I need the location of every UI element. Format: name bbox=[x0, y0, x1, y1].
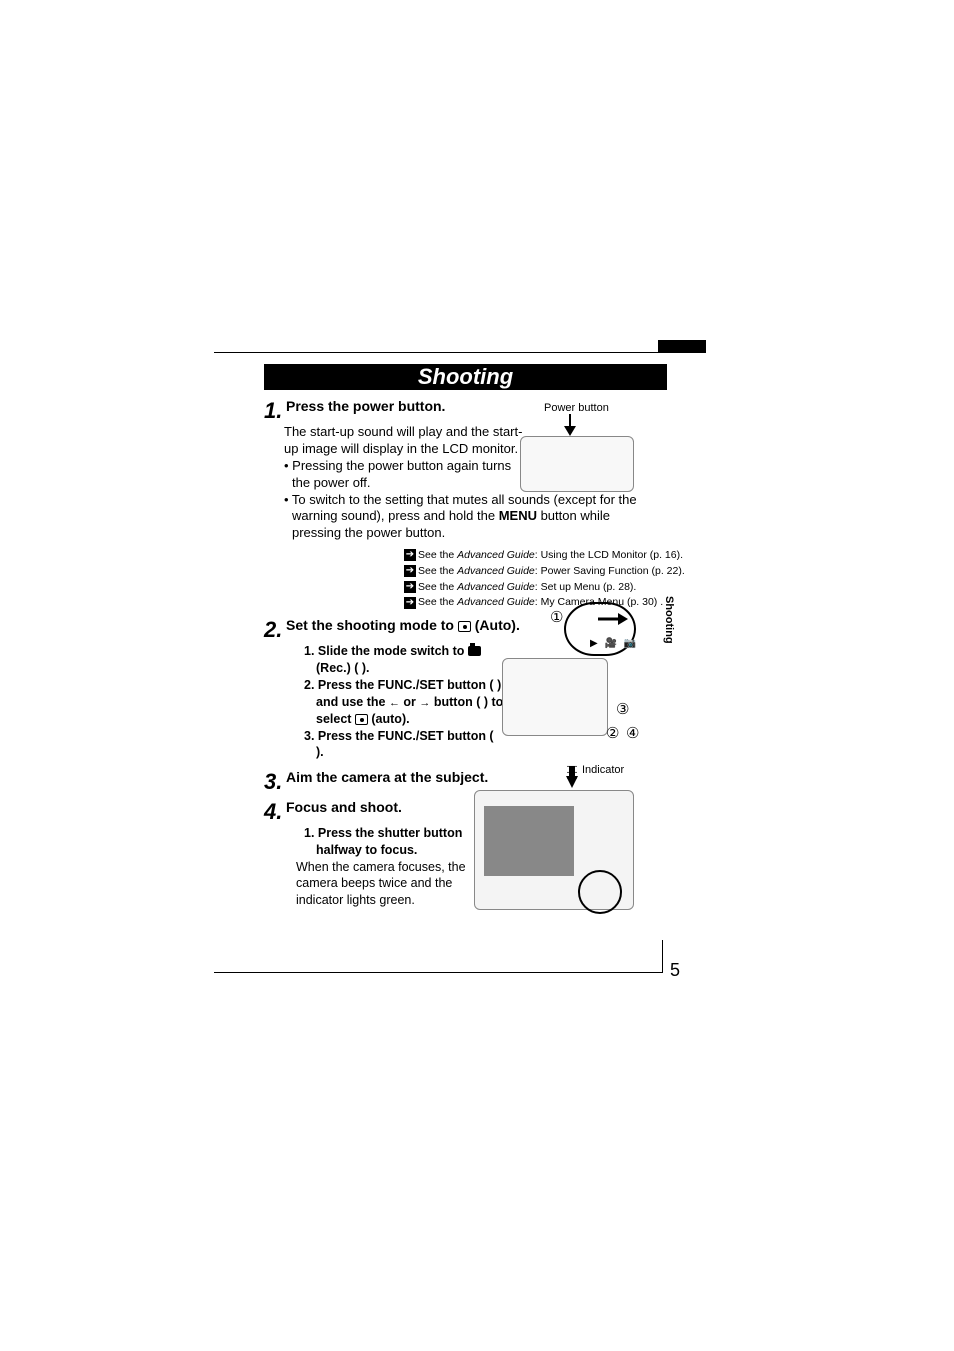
heading-b: (Auto). bbox=[471, 617, 520, 633]
camera-icon bbox=[468, 646, 481, 656]
ref-text: : Using the LCD Monitor (p. 16). bbox=[535, 549, 683, 561]
ref-4: ➔See the Advanced Guide: My Camera Menu … bbox=[404, 595, 667, 611]
substep-3: 3. Press the FUNC./SET button ( ). bbox=[304, 728, 504, 762]
ref-3: ➔See the Advanced Guide: Set up Menu (p.… bbox=[404, 580, 667, 596]
camera-screen bbox=[484, 806, 574, 876]
section-title: Shooting bbox=[264, 364, 667, 390]
substep-4-1: 1. Press the shutter button halfway to f… bbox=[304, 825, 484, 859]
ref-guide: Advanced Guide bbox=[457, 549, 535, 561]
step4-substeps: 1. Press the shutter button halfway to f… bbox=[284, 825, 484, 908]
auto-mode-icon bbox=[355, 714, 368, 725]
dial-arrow-icon bbox=[598, 612, 628, 626]
top-rule bbox=[214, 352, 706, 353]
arrow-icon: ➔ bbox=[404, 565, 416, 577]
ref-guide: Advanced Guide bbox=[457, 581, 535, 593]
step1-bullet1: • Pressing the power button again turns … bbox=[284, 458, 514, 492]
bottom-rule-vertical bbox=[662, 940, 663, 973]
ref-1: ➔See the Advanced Guide: Using the LCD M… bbox=[404, 548, 667, 564]
camera-figure-middle bbox=[502, 658, 608, 736]
menu-bold: MENU bbox=[499, 508, 537, 523]
ref-text: : Power Saving Function (p. 22). bbox=[535, 565, 685, 577]
step4-heading: Focus and shoot. bbox=[286, 799, 402, 815]
step1-body: The start-up sound will play and the sta… bbox=[284, 424, 524, 458]
sub2-b: or bbox=[400, 695, 419, 709]
left-arrow-icon: ← bbox=[389, 697, 400, 709]
callout-2: ② bbox=[606, 724, 619, 743]
ref-prefix: See the bbox=[418, 596, 457, 608]
step-number: 4. bbox=[264, 799, 282, 825]
camera-control-dial bbox=[578, 870, 622, 914]
arrow-down-icon bbox=[562, 760, 582, 788]
arrow-icon: ➔ bbox=[404, 597, 416, 609]
step-number: 3. bbox=[264, 769, 282, 795]
ref-text: : Set up Menu (p. 28). bbox=[535, 581, 637, 593]
step2-heading: Set the shooting mode to (Auto). bbox=[286, 617, 520, 633]
step3-heading: Aim the camera at the subject. bbox=[286, 769, 488, 785]
ref-prefix: See the bbox=[418, 549, 457, 561]
sub1-a: 1. Slide the mode switch to bbox=[304, 644, 468, 658]
arrow-icon: ➔ bbox=[404, 549, 416, 561]
step-number: 1. bbox=[264, 398, 282, 424]
step-1: 1. Press the power button. The start-up … bbox=[264, 398, 667, 542]
step-heading: Press the power button. bbox=[286, 398, 445, 414]
substep-2: 2. Press the FUNC./SET button ( ) and us… bbox=[304, 677, 504, 728]
page-number: 5 bbox=[670, 960, 680, 981]
right-arrow-icon: → bbox=[419, 697, 430, 709]
ref-guide: Advanced Guide bbox=[457, 596, 535, 608]
header-tab bbox=[658, 340, 706, 352]
ref-guide: Advanced Guide bbox=[457, 565, 535, 577]
side-tab-label: Shooting bbox=[663, 596, 675, 644]
substep-1: 1. Slide the mode switch to (Rec.) ( ). bbox=[304, 643, 504, 677]
ref-2: ➔See the Advanced Guide: Power Saving Fu… bbox=[404, 564, 667, 580]
references: ➔See the Advanced Guide: Using the LCD M… bbox=[404, 548, 667, 611]
bottom-rule-horizontal bbox=[214, 972, 662, 973]
indicator-label: Indicator bbox=[582, 764, 624, 776]
heading-a: Set the shooting mode to bbox=[286, 617, 458, 633]
mode-icons: ▶ 🎥 📷 bbox=[590, 638, 638, 649]
auto-mode-icon bbox=[458, 621, 471, 632]
callout-4: ④ bbox=[626, 724, 639, 743]
substep-4-1-body: When the camera focuses, the camera beep… bbox=[296, 859, 484, 908]
sub2-d: (auto). bbox=[368, 712, 410, 726]
step1-bullet2: • To switch to the setting that mutes al… bbox=[284, 492, 644, 543]
step-number: 2. bbox=[264, 617, 282, 643]
ref-prefix: See the bbox=[418, 565, 457, 577]
arrow-icon: ➔ bbox=[404, 581, 416, 593]
sub1-b: (Rec.) ( ). bbox=[316, 661, 369, 675]
step2-substeps: 1. Slide the mode switch to (Rec.) ( ). … bbox=[284, 643, 504, 761]
ref-prefix: See the bbox=[418, 581, 457, 593]
callout-3: ③ bbox=[616, 700, 629, 719]
callout-1: ① bbox=[550, 608, 563, 627]
